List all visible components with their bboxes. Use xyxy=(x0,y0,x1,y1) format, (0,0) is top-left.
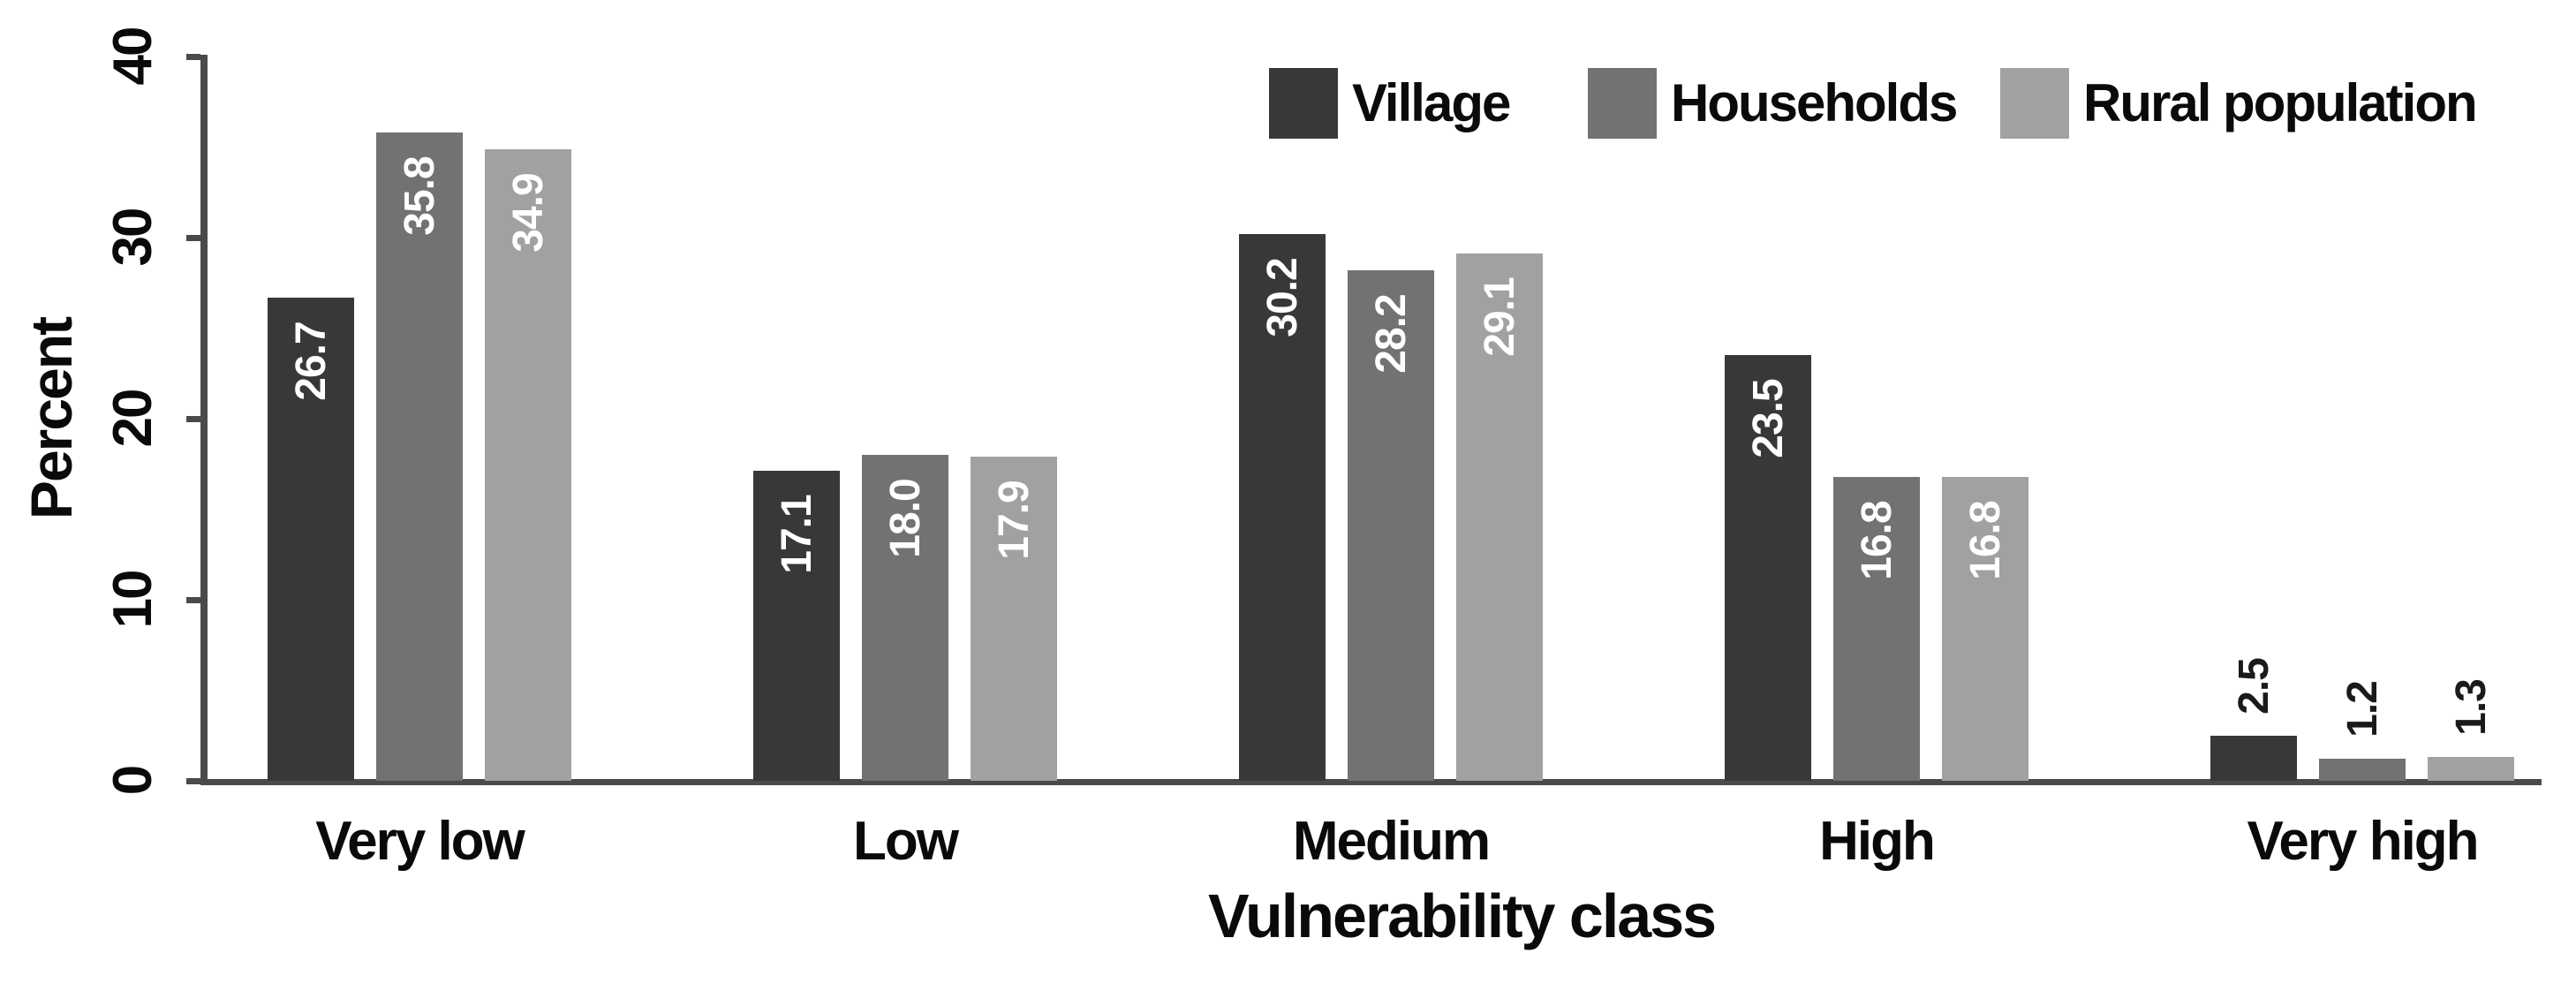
y-tick-40 xyxy=(186,53,200,60)
y-tick-label-40: 40 xyxy=(102,27,163,86)
bar-households-high xyxy=(1833,477,1920,781)
category-label-very-low: Very low xyxy=(315,811,525,872)
bar-value-rural-population-low: 17.9 xyxy=(990,480,1038,560)
category-label-medium: Medium xyxy=(1292,811,1491,872)
y-tick-label-0: 0 xyxy=(102,766,163,796)
x-axis-line xyxy=(200,779,2542,785)
legend-item-rural-population: Rural population xyxy=(2000,67,2478,140)
y-axis-line xyxy=(200,55,208,785)
legend-swatch-households xyxy=(1588,68,1657,139)
bar-value-rural-population-high: 16.8 xyxy=(1961,501,2009,580)
legend-swatch-village xyxy=(1269,68,1338,139)
y-tick-label-20: 20 xyxy=(102,390,163,448)
bar-village-very-high xyxy=(2210,736,2297,781)
bar-value-village-high: 23.5 xyxy=(1744,379,1792,458)
bar-households-very-high xyxy=(2319,759,2406,781)
bar-value-households-very-high: 1.2 xyxy=(2338,680,2386,738)
bar-value-households-low: 18.0 xyxy=(881,479,929,558)
y-tick-30 xyxy=(186,234,200,241)
bar-value-households-high: 16.8 xyxy=(1853,501,1900,580)
legend-swatch-rural-population xyxy=(2000,68,2069,139)
x-axis-title: Vulnerability class xyxy=(1207,881,1717,950)
y-tick-10 xyxy=(186,596,200,603)
bar-village-high xyxy=(1725,355,1811,781)
y-tick-label-30: 30 xyxy=(102,208,163,267)
bar-value-rural-population-very-low: 34.9 xyxy=(504,173,552,253)
bar-value-rural-population-very-high: 1.3 xyxy=(2447,678,2495,736)
bar-households-low xyxy=(862,455,948,781)
bar-rural-population-low xyxy=(971,457,1057,781)
legend-label-village: Village xyxy=(1352,73,1511,132)
bar-households-very-low xyxy=(376,132,463,781)
bar-value-rural-population-medium: 29.1 xyxy=(1476,277,1523,357)
bar-value-village-medium: 30.2 xyxy=(1258,258,1306,337)
bar-rural-population-medium xyxy=(1456,253,1543,781)
legend-label-rural-population: Rural population xyxy=(2083,73,2478,132)
y-tick-0 xyxy=(186,777,200,784)
legend-label-households: Households xyxy=(1671,73,1958,132)
bar-rural-population-very-low xyxy=(485,149,571,781)
bar-rural-population-high xyxy=(1942,477,2028,781)
category-label-very-high: Very high xyxy=(2247,811,2479,872)
bar-value-households-medium: 28.2 xyxy=(1367,294,1415,374)
bar-village-low xyxy=(753,471,840,781)
bar-value-households-very-low: 35.8 xyxy=(396,156,443,236)
bar-households-medium xyxy=(1348,270,1434,781)
bar-value-village-low: 17.1 xyxy=(773,495,820,574)
y-tick-20 xyxy=(186,415,200,422)
bar-value-village-very-low: 26.7 xyxy=(287,322,335,401)
category-label-high: High xyxy=(1819,811,1936,872)
y-axis-title: Percent xyxy=(19,317,84,520)
bar-value-village-very-high: 2.5 xyxy=(2230,657,2278,715)
bar-rural-population-very-high xyxy=(2428,757,2514,781)
y-tick-label-10: 10 xyxy=(102,571,163,629)
category-label-low: Low xyxy=(853,811,959,872)
legend-item-village: Village xyxy=(1269,67,1511,140)
bar-village-very-low xyxy=(268,298,354,781)
bar-village-medium xyxy=(1239,234,1326,781)
legend-item-households: Households xyxy=(1588,67,1958,140)
